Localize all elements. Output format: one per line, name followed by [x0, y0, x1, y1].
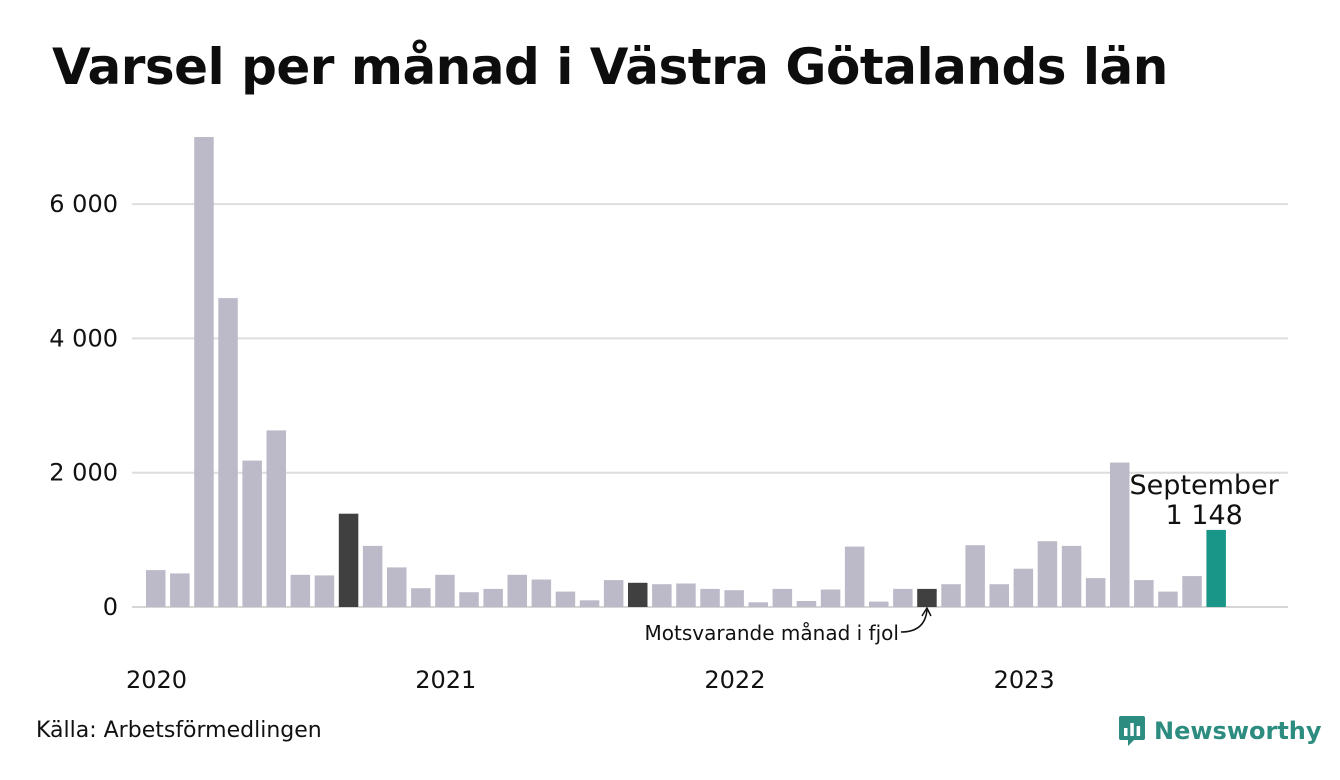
bar: [555, 591, 576, 607]
bar: [483, 588, 503, 607]
bar: [652, 584, 672, 607]
bar: [941, 584, 961, 607]
bar: [1182, 576, 1202, 607]
bar: [820, 589, 841, 607]
x-year-label: 2023: [994, 666, 1055, 694]
bar: [796, 601, 817, 607]
bar: [917, 588, 937, 607]
bar: [290, 574, 311, 607]
bar: [411, 588, 431, 607]
bar: [1085, 578, 1106, 607]
annotation-arrowhead: [921, 606, 932, 617]
bar: [338, 513, 359, 607]
bar: [362, 545, 383, 607]
bar-chart: 0 2 000 4 000 6 000 2020 2021 2022 2023 Septem…: [49, 137, 1288, 694]
bar: [676, 583, 696, 607]
bar: [170, 573, 190, 607]
bar: [266, 430, 286, 607]
bar: [772, 588, 793, 607]
chart-title: Varsel per månad i Västra Götalands län: [52, 38, 1168, 96]
bar: [1037, 541, 1058, 607]
previous-year-annotation: Motsvarande månad i fjol: [645, 621, 899, 645]
bar: [989, 584, 1009, 607]
current-month-label: September: [1130, 470, 1280, 501]
bar: [603, 580, 624, 607]
bar: [1013, 568, 1034, 607]
bar: [965, 545, 985, 607]
bar: [507, 574, 527, 607]
bar: [628, 582, 648, 607]
y-tick-label: 6 000: [49, 190, 118, 218]
current-value-label: 1 148: [1166, 500, 1243, 531]
y-axis-tick-labels: 0 2 000 4 000 6 000: [49, 190, 118, 621]
brand-name: Newsworthy: [1154, 717, 1322, 745]
bar: [435, 574, 455, 607]
y-tick-label: 0: [103, 593, 118, 621]
bar: [748, 602, 768, 607]
brand-logo[interactable]: Newsworthy: [1118, 714, 1322, 748]
bar: [314, 575, 335, 607]
y-tick-label: 4 000: [49, 324, 118, 352]
bar: [146, 570, 166, 607]
bar: [459, 592, 479, 607]
bar: [1134, 580, 1154, 607]
x-year-label: 2021: [415, 666, 476, 694]
bar: [844, 546, 865, 607]
bar: [531, 579, 552, 607]
bar: [218, 298, 238, 607]
bar: [1061, 545, 1082, 607]
bars: [146, 137, 1226, 607]
source-credit: Källa: Arbetsförmedlingen: [36, 718, 322, 743]
bar: [194, 137, 214, 607]
bar: [724, 590, 744, 607]
bar: [387, 567, 407, 607]
bar: [242, 460, 262, 607]
bar: [1206, 529, 1226, 607]
y-tick-label: 2 000: [49, 459, 118, 487]
bar: [1158, 591, 1178, 607]
x-axis-year-labels: 2020 2021 2022 2023: [126, 666, 1055, 694]
bar: [893, 588, 913, 607]
bar: [869, 601, 889, 607]
newsworthy-logo-icon: [1119, 716, 1145, 746]
x-year-label: 2020: [126, 666, 187, 694]
annotation-arrow: [900, 609, 928, 633]
bar: [700, 588, 720, 607]
x-year-label: 2022: [704, 666, 765, 694]
bar: [579, 600, 600, 607]
bar: [1110, 462, 1130, 607]
